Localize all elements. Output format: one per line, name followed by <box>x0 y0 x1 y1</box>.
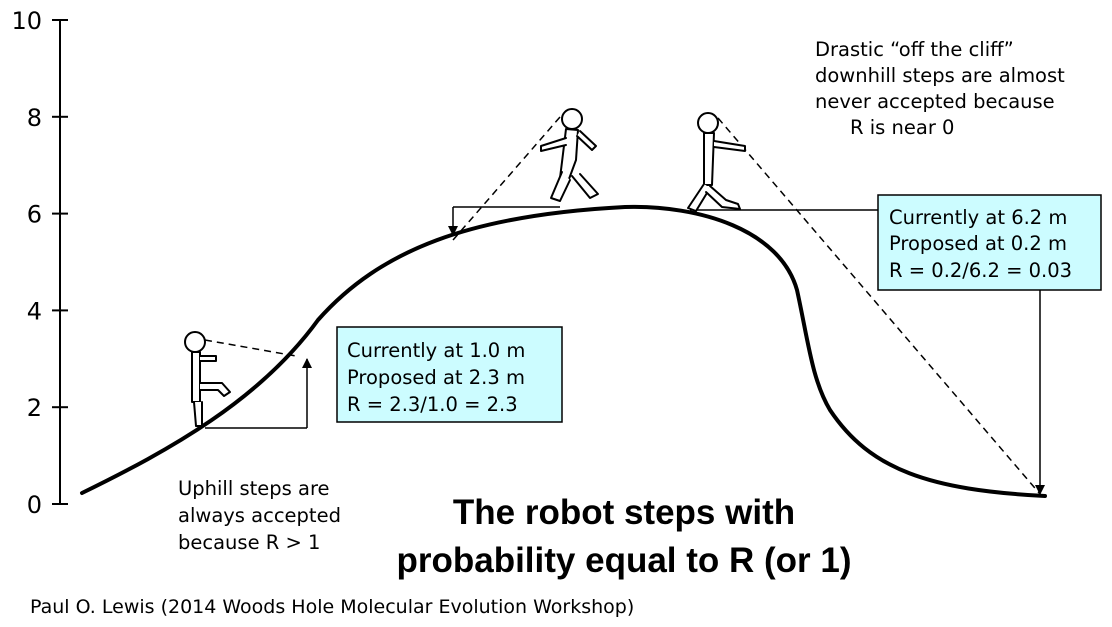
uphill-note-line: Uphill steps are <box>178 477 330 500</box>
uphill-note-line: always accepted <box>178 504 341 527</box>
y-axis-tick-label: 10 <box>11 7 42 35</box>
y-axis-tick-label: 0 <box>27 491 42 519</box>
robot-walker-icon <box>184 331 231 427</box>
y-axis-tick-label: 6 <box>27 201 42 229</box>
uphill-callout-line: Currently at 1.0 m <box>347 339 525 362</box>
downhill-callout-box <box>877 194 1102 291</box>
y-axis-tick-label: 4 <box>27 297 42 325</box>
headline: The robot steps with probability equal t… <box>396 493 851 580</box>
cliff-note-line: Drastic “off the cliff” <box>815 38 1014 61</box>
downhill-step <box>687 112 1045 495</box>
uphill-note-line: because R > 1 <box>178 531 320 554</box>
uphill-step <box>184 331 312 429</box>
cliff-note-line: never accepted because <box>815 90 1055 113</box>
hill-curve <box>80 204 1047 498</box>
uphill-callout-box <box>336 326 563 423</box>
y-axis-ticks: 0 2 4 6 8 10 <box>11 7 68 519</box>
summit-step <box>448 108 599 241</box>
uphill-callout-line: Proposed at 2.3 m <box>347 366 525 389</box>
cliff-note-line: R is near 0 <box>850 116 954 139</box>
y-axis-tick-label: 2 <box>27 394 42 422</box>
credit-text: Paul O. Lewis (2014 Woods Hole Molecular… <box>30 596 634 618</box>
downhill-callout-line: Currently at 6.2 m <box>889 206 1067 229</box>
uphill-callout: Currently at 1.0 m Proposed at 2.3 m R =… <box>336 326 563 423</box>
robot-walker-icon <box>540 108 599 202</box>
uphill-callout-line: R = 2.3/1.0 = 2.3 <box>347 393 518 416</box>
downhill-sight-line <box>717 117 1041 495</box>
uphill-sight-line <box>204 339 297 357</box>
cliff-note-line: downhill steps are almost <box>815 64 1065 87</box>
downhill-callout-line: Proposed at 0.2 m <box>889 232 1067 255</box>
cliff-note: Drastic “off the cliff” downhill steps a… <box>815 38 1065 139</box>
y-axis: 0 2 4 6 8 10 <box>11 7 68 519</box>
downhill-callout: Currently at 6.2 m Proposed at 0.2 m R =… <box>877 194 1102 291</box>
robot-walker-icon <box>687 112 746 212</box>
summit-sight-line <box>452 116 561 241</box>
downhill-callout-line: R = 0.2/6.2 = 0.03 <box>889 259 1072 282</box>
headline-line: probability equal to R (or 1) <box>396 541 851 580</box>
uphill-note: Uphill steps are always accepted because… <box>178 477 341 554</box>
y-axis-tick-label: 8 <box>27 104 42 132</box>
headline-line: The robot steps with <box>453 493 795 532</box>
